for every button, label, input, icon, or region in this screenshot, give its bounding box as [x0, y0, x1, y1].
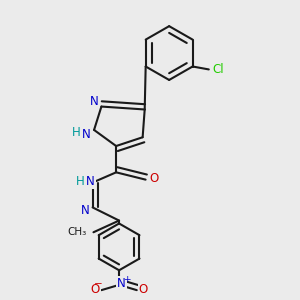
Text: N: N	[81, 204, 90, 218]
Text: H: H	[72, 126, 81, 140]
Text: N: N	[86, 175, 94, 188]
Text: O: O	[149, 172, 158, 185]
Text: +: +	[123, 274, 130, 284]
Text: H: H	[76, 175, 85, 188]
Text: N: N	[81, 128, 90, 141]
Text: N: N	[90, 95, 98, 108]
Text: O: O	[139, 283, 148, 296]
Text: CH₃: CH₃	[68, 227, 87, 237]
Text: N: N	[117, 277, 126, 290]
Text: Cl: Cl	[212, 63, 224, 76]
Text: O: O	[90, 283, 100, 296]
Text: −: −	[94, 279, 103, 289]
